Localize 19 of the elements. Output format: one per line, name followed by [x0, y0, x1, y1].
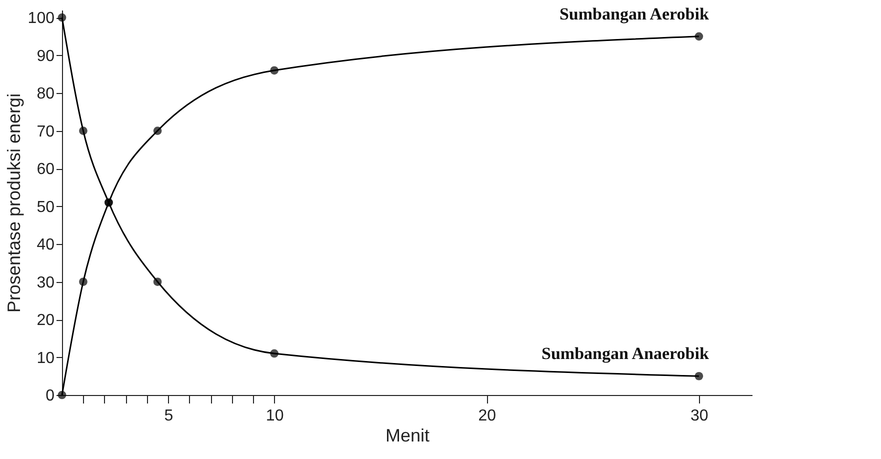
y-tick-label: 60	[36, 161, 55, 178]
x-tick-label: 20	[478, 408, 496, 424]
y-tick-label: 0	[46, 388, 55, 404]
y-tick-label: 50	[36, 198, 55, 216]
y-tick-label: 70	[36, 123, 55, 140]
x-tick-label: 5	[164, 408, 174, 424]
x-axis-title: Menit	[385, 426, 430, 446]
y-tick-label: 40	[36, 236, 55, 254]
y-tick-label: 90	[36, 48, 55, 65]
series-label: Sumbangan Anaerobik	[542, 344, 710, 364]
series-label: Sumbangan Aerobik	[559, 4, 710, 24]
y-axis-title: Prosentase produksi energi	[4, 93, 24, 313]
y-tick-label: 20	[36, 312, 55, 330]
x-tick-label: 10	[266, 408, 284, 424]
y-tick-label: 100	[28, 10, 55, 28]
y-tick-label: 10	[36, 350, 55, 367]
x-tick-label: 30	[690, 408, 708, 424]
y-tick-label: 80	[36, 86, 55, 103]
y-tick-label: 30	[36, 274, 55, 292]
